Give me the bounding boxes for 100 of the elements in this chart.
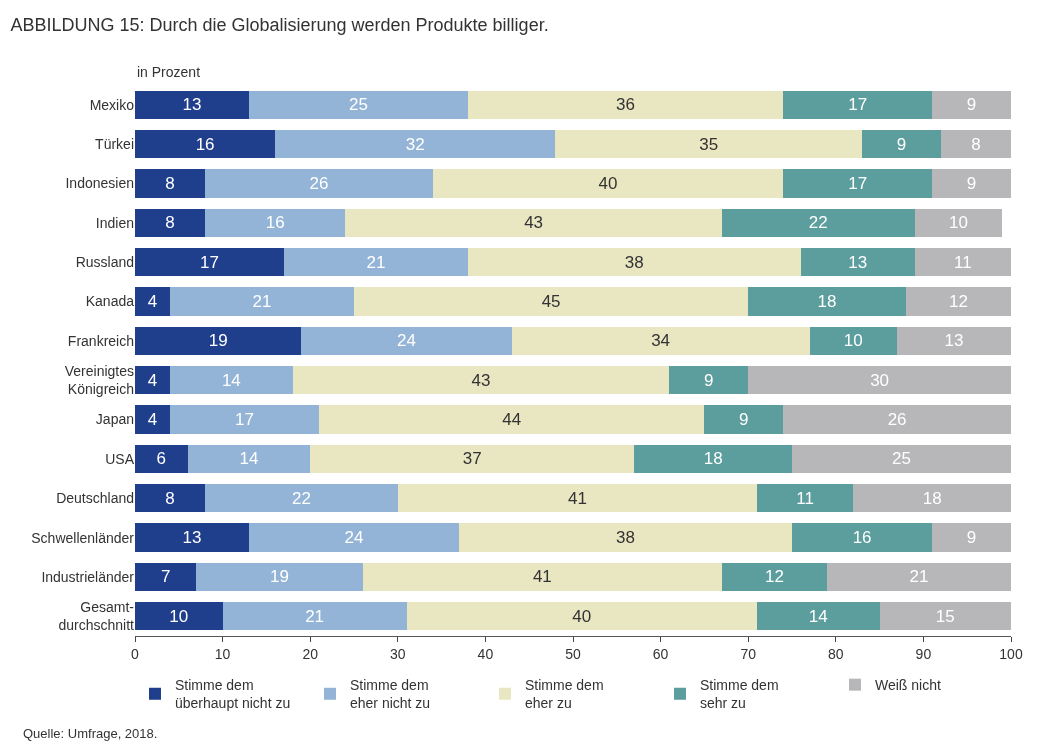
bar xyxy=(862,129,941,159)
bar xyxy=(783,169,933,198)
x-tick-label: 100 xyxy=(999,645,1023,662)
x-tick-label: 60 xyxy=(652,645,669,662)
bar xyxy=(362,562,722,592)
data-label: 17 xyxy=(200,252,219,272)
data-label: 15 xyxy=(935,606,955,626)
data-label: 13 xyxy=(848,252,868,272)
bar xyxy=(748,287,906,316)
bar xyxy=(170,405,319,434)
legend-label: Stimme dem eher nicht zu xyxy=(350,677,431,712)
legend-label: Stimme dem überhaupt nicht zu xyxy=(175,677,291,712)
bar xyxy=(248,523,460,552)
data-label: 8 xyxy=(165,213,175,233)
bar xyxy=(135,562,197,592)
data-label: 36 xyxy=(616,95,636,115)
data-label: 35 xyxy=(699,134,719,154)
bar xyxy=(301,326,512,355)
bar xyxy=(135,444,188,474)
data-label: 9 xyxy=(739,410,749,430)
bar xyxy=(783,405,1011,434)
data-label: 38 xyxy=(616,528,636,548)
bar xyxy=(932,90,1011,119)
chart-title: ABBILDUNG 15: Durch die Globalisierung werden Produkte billiger. xyxy=(10,15,549,36)
bar xyxy=(205,484,398,513)
bar xyxy=(135,247,284,277)
data-label: 43 xyxy=(471,370,491,390)
data-label: 9 xyxy=(966,173,977,193)
data-label: 8 xyxy=(165,173,175,193)
data-label: 14 xyxy=(239,449,259,469)
data-label: 12 xyxy=(948,291,968,311)
data-label: 4 xyxy=(147,291,158,311)
bar xyxy=(354,287,749,316)
bar xyxy=(721,562,828,592)
data-label: 9 xyxy=(966,528,977,548)
data-label: 40 xyxy=(598,173,618,193)
bar xyxy=(205,208,346,237)
data-label: 11 xyxy=(796,488,814,508)
data-label: 11 xyxy=(953,252,972,272)
data-label: 32 xyxy=(405,134,425,154)
data-label: 10 xyxy=(948,213,968,233)
data-label: 21 xyxy=(909,567,929,587)
data-label: 22 xyxy=(808,213,828,233)
y-tick-label: USA xyxy=(105,450,135,467)
data-label: 41 xyxy=(567,488,587,508)
x-tick-label: 0 xyxy=(131,645,140,662)
bar xyxy=(914,247,1011,277)
bar xyxy=(432,169,784,198)
bar xyxy=(135,484,206,513)
legend-label: Stimme dem eher zu xyxy=(525,677,604,712)
y-tick-label: Frankreich xyxy=(67,332,134,349)
bar xyxy=(275,129,556,159)
data-label: 8 xyxy=(971,134,981,154)
bar xyxy=(135,208,206,237)
bar xyxy=(704,405,784,434)
bar xyxy=(397,484,757,513)
bar xyxy=(205,169,433,198)
y-tick-label: Deutschland xyxy=(56,490,134,507)
bar xyxy=(187,444,311,474)
data-label: 34 xyxy=(651,331,671,351)
data-label: 7 xyxy=(160,567,171,587)
y-tick-label: Kanada xyxy=(85,293,135,310)
bar xyxy=(345,208,722,237)
bar xyxy=(792,523,933,552)
data-label: 37 xyxy=(462,449,482,469)
y-tick-label: Japan xyxy=(95,411,134,428)
data-label: 25 xyxy=(348,95,368,115)
bar xyxy=(292,366,670,395)
bar xyxy=(879,602,1011,631)
data-label: 24 xyxy=(344,528,364,548)
x-tick-label: 20 xyxy=(302,645,319,662)
bar xyxy=(792,444,1011,474)
x-tick-label: 50 xyxy=(565,645,581,662)
data-label: 9 xyxy=(966,95,977,115)
data-label: 21 xyxy=(252,291,272,311)
y-tick-label: Schwellenländer xyxy=(31,529,135,546)
bar xyxy=(283,247,468,277)
legend-label: Weiß nicht xyxy=(875,677,941,694)
data-label: 10 xyxy=(169,606,189,626)
data-label: 21 xyxy=(366,252,386,272)
data-label: 30 xyxy=(870,370,890,390)
y-tick-label: Türkei xyxy=(95,135,134,152)
bar xyxy=(222,602,407,631)
legend-label: Stimme dem sehr zu xyxy=(700,677,779,712)
bar xyxy=(318,405,705,434)
data-label: 9 xyxy=(704,370,714,390)
bar xyxy=(809,326,898,355)
data-label: 17 xyxy=(235,410,254,430)
x-tick-label: 40 xyxy=(477,645,494,662)
source-note: Quelle: Umfrage, 2018. xyxy=(23,726,158,741)
data-label: 18 xyxy=(703,449,723,469)
data-label: 9 xyxy=(896,134,907,154)
data-label: 10 xyxy=(843,331,863,351)
data-label: 26 xyxy=(887,410,907,430)
bar xyxy=(248,90,468,119)
data-label: 21 xyxy=(305,606,325,626)
bar xyxy=(783,90,933,119)
data-label: 17 xyxy=(848,173,868,193)
data-label: 41 xyxy=(532,567,552,587)
data-label: 13 xyxy=(944,331,964,351)
